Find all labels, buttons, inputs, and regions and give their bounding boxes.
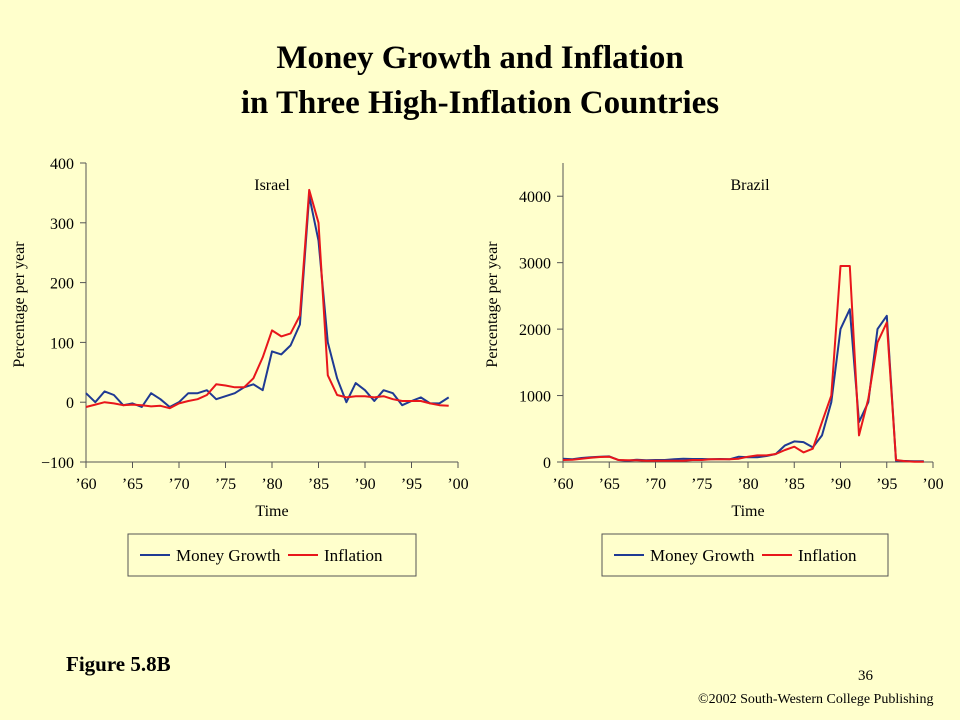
brazil-x-axis-title: Time (731, 503, 764, 520)
slide-title: Money Growth and Inflation in Three High… (0, 36, 960, 126)
brazil-x-tick-label: ’80 (737, 476, 758, 493)
brazil-x-tick-label: ’95 (876, 476, 897, 493)
israel-y-tick-label: 200 (50, 276, 74, 293)
figure-label: Figure 5.8B (66, 652, 171, 676)
israel-y-tick-label: 400 (50, 156, 74, 173)
israel-x-tick-label: ’65 (122, 476, 143, 493)
israel-x-tick-label: ’95 (401, 476, 422, 493)
brazil-x-tick-label: ’70 (645, 476, 666, 493)
israel-legend-label-inflation: Inflation (324, 546, 383, 565)
brazil-legend-label-inflation: Inflation (798, 546, 857, 565)
brazil-x-tick-label: ’60 (552, 476, 573, 493)
page-number: 36 (858, 668, 873, 684)
brazil-y-tick-label: 3000 (519, 256, 551, 273)
brazil-y-axis-title: Percentage per year (484, 241, 501, 368)
brazil-x-tick-label: ’00 (922, 476, 943, 493)
israel-y-axis-title: Percentage per year (11, 241, 28, 368)
brazil-y-tick-label: 0 (543, 455, 551, 472)
brazil-legend-box (601, 533, 889, 577)
brazil-legend-label-money-growth: Money Growth (650, 546, 755, 565)
israel-y-tick-label: 300 (50, 216, 74, 233)
brazil-panel-title: Brazil (730, 177, 770, 194)
israel-x-axis-title: Time (255, 503, 288, 520)
israel-x-tick-label: ’85 (308, 476, 329, 493)
israel-x-tick-label: ’75 (215, 476, 236, 493)
brazil-y-tick-label: 1000 (519, 389, 551, 406)
israel-x-tick-label: ’60 (75, 476, 96, 493)
brazil-x-tick-label: ’90 (830, 476, 851, 493)
brazil-x-tick-label: ’75 (691, 476, 712, 493)
brazil-y-tick-label: 4000 (519, 189, 551, 206)
israel-y-tick-label: −100 (41, 455, 74, 472)
israel-y-tick-label: 100 (50, 335, 74, 352)
israel-legend-label-money-growth: Money Growth (176, 546, 281, 565)
israel-series-money-growth-line (85, 194, 450, 408)
israel-legend-box (127, 533, 417, 577)
copyright-notice: ©2002 South-Western College Publishing (698, 692, 934, 707)
israel-y-tick-label: 0 (66, 395, 74, 412)
israel-x-tick-label: ’80 (261, 476, 282, 493)
israel-x-tick-label: ’00 (447, 476, 468, 493)
brazil-series-inflation-line (562, 265, 924, 463)
slide-title-line-1: Money Growth and Inflation (276, 40, 684, 76)
brazil-x-tick-label: ’85 (784, 476, 805, 493)
brazil-x-tick-label: ’65 (599, 476, 620, 493)
brazil-y-tick-label: 2000 (519, 322, 551, 339)
israel-panel-title: Israel (254, 177, 290, 194)
israel-series-inflation-line (85, 188, 449, 410)
slide-title-line-2: in Three High-Inflation Countries (240, 85, 720, 121)
israel-x-tick-label: ’90 (354, 476, 375, 493)
israel-x-tick-label: ’70 (168, 476, 189, 493)
